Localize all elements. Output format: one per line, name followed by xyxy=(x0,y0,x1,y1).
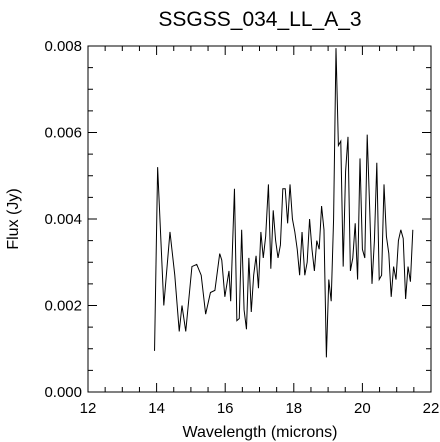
y-axis-label: Flux (Jy) xyxy=(5,188,22,249)
plot-frame xyxy=(87,45,432,393)
x-tick-label: 14 xyxy=(148,400,165,417)
chart-title: SSGSS_034_LL_A_3 xyxy=(158,8,361,31)
x-axis: 12 14 16 18 20 22 xyxy=(80,46,440,417)
y-tick-label: 0.002 xyxy=(44,298,82,315)
x-tick-label: 12 xyxy=(80,400,97,417)
flux-series-line xyxy=(154,48,414,358)
x-tick-label: 22 xyxy=(423,400,440,417)
x-tick-label: 16 xyxy=(217,400,234,417)
y-tick-label: 0.000 xyxy=(44,384,82,401)
y-tick-label: 0.004 xyxy=(44,211,82,228)
x-tick-label: 18 xyxy=(285,400,302,417)
y-tick-label: 0.006 xyxy=(44,125,82,142)
x-tick-label: 20 xyxy=(354,400,371,417)
y-axis: 0.000 0.002 0.004 0.006 0.008 xyxy=(44,38,431,401)
x-axis-label: Wavelength (microns) xyxy=(182,424,337,441)
y-tick-label: 0.008 xyxy=(44,38,82,55)
